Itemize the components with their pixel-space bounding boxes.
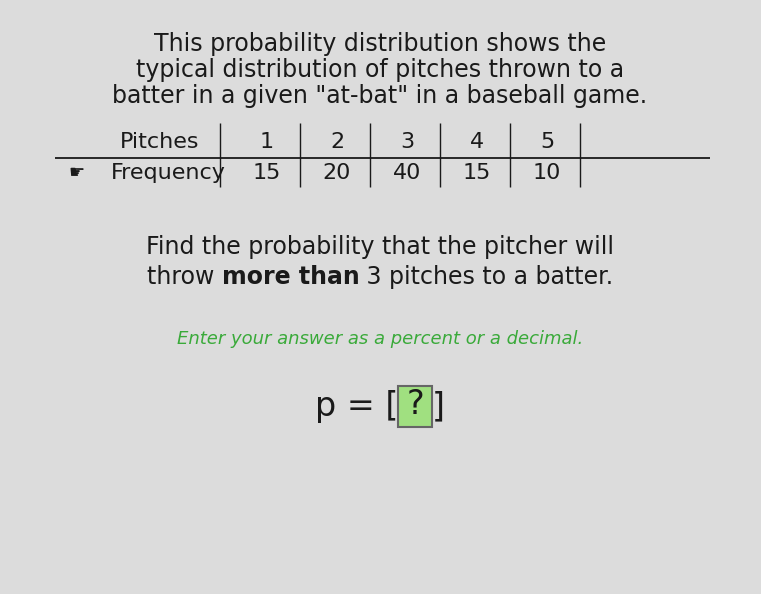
Text: This probability distribution shows the: This probability distribution shows the	[154, 32, 606, 56]
FancyBboxPatch shape	[398, 386, 432, 427]
Text: Find the probability that the pitcher will: Find the probability that the pitcher wi…	[146, 235, 614, 259]
Text: ☛: ☛	[68, 164, 84, 182]
Text: 10: 10	[533, 163, 561, 183]
Text: 1: 1	[260, 132, 274, 152]
Text: 2: 2	[330, 132, 344, 152]
Text: 5: 5	[540, 132, 554, 152]
Text: more than: more than	[221, 265, 359, 289]
Text: ?: ?	[406, 388, 424, 421]
Text: Pitches: Pitches	[120, 132, 199, 152]
Text: Enter your answer as a percent or a decimal.: Enter your answer as a percent or a deci…	[177, 330, 583, 348]
Text: batter in a given "at-bat" in a baseball game.: batter in a given "at-bat" in a baseball…	[113, 84, 648, 108]
Text: 3: 3	[400, 132, 414, 152]
Text: ]: ]	[432, 390, 445, 423]
Text: throw: throw	[147, 265, 221, 289]
Text: 3 pitches to a batter.: 3 pitches to a batter.	[359, 265, 613, 289]
Text: 40: 40	[393, 163, 421, 183]
Text: typical distribution of pitches thrown to a: typical distribution of pitches thrown t…	[136, 58, 624, 82]
Text: Frequency: Frequency	[110, 163, 225, 183]
Text: 20: 20	[323, 163, 351, 183]
Text: p = [: p = [	[315, 390, 398, 423]
Text: 15: 15	[253, 163, 281, 183]
Text: 4: 4	[470, 132, 484, 152]
Text: 15: 15	[463, 163, 491, 183]
